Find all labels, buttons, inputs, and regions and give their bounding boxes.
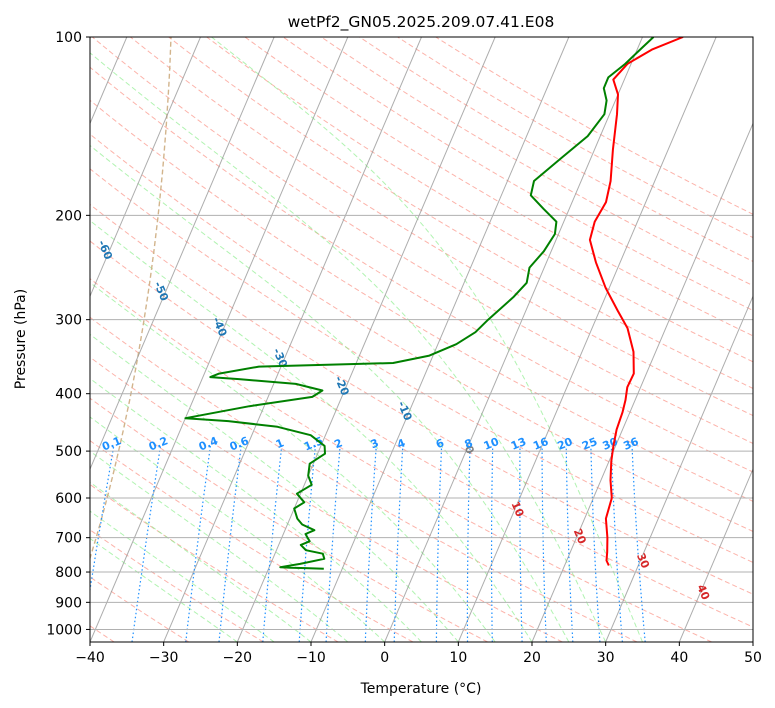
dry-adiabat-line [206,37,753,363]
isotherm-line [384,37,643,642]
dry-adiabat-line [90,66,753,473]
dry-adiabat-line [130,37,753,417]
axes: −40 −30 −20 −10 0 10 20 30 40 50 100 200 300 400 500 60… [46,30,762,666]
isotherm-label: 40 [694,583,712,602]
x-tick-label: 0 [380,650,389,666]
moist-adiabat-line [90,416,386,642]
isotherm-label: 30 [634,551,652,570]
dry-adiabat-line [90,278,712,642]
mixing-ratio-label: 10 [482,435,501,453]
mixing-ratio-label: 2 [332,436,344,451]
mixing-ratio-label: 8 [463,436,475,451]
isotherm-line [163,37,422,642]
moist-adiabat-line [90,52,607,642]
mixing-ratio-label: 36 [621,435,640,453]
isotherm-line [90,37,201,298]
mixing-ratio-line [218,445,242,642]
x-tick-label: 10 [449,650,467,666]
isotherm-line [236,37,496,642]
x-tick-label: 20 [523,650,541,666]
y-tick-label: 500 [55,444,82,460]
y-tick-label: 300 [55,313,82,329]
x-axis-label: Temperature (°C) [360,681,482,697]
isotherm-line [531,122,753,642]
dry-adiabat-line [359,37,753,262]
moist-adiabat-line [211,37,643,642]
mixing-ratio-line [185,445,211,642]
isotherm-line [90,37,349,642]
mixing-ratio-line [541,445,547,642]
y-tick-label: 200 [55,208,82,224]
mixing-ratio-line [262,445,283,642]
dry-adiabat-line [90,203,753,595]
temperature-profile-line [588,37,684,566]
y-tick-label: 1000 [46,622,82,638]
moist-adiabat-line [90,333,459,642]
mixing-ratio-label: 3 [369,436,381,451]
dewpoint-profile-line [184,37,655,570]
mixing-ratio-line [298,445,316,642]
dry-adiabat-line [320,37,753,287]
dry-adiabat-line [244,37,753,337]
mixing-ratio-label: 13 [509,435,528,453]
x-tick-label: −10 [296,650,326,666]
mixing-ratio-line [393,445,404,642]
isotherm-line [90,37,275,471]
mixing-ratio-label: 16 [531,435,550,453]
moist-adiabat-line [90,537,238,642]
lcl-curve [90,37,172,561]
y-axis-label: Pressure (hPa) [13,289,29,389]
x-tick-label: −20 [223,650,253,666]
mixing-ratio-line [490,445,494,642]
y-tick-label: 600 [55,491,82,507]
mixing-ratio-line [590,445,601,642]
dry-adiabat-line [90,168,753,563]
x-tick-label: −40 [75,650,105,666]
dry-adiabat-line [90,440,414,642]
mixing-ratio-line [519,445,523,642]
moist-adiabat-line [90,144,570,642]
isotherm-line [605,295,753,642]
isotherm-label: 10 [509,500,527,519]
mixing-ratio-line [325,445,341,642]
isotherm-label: 20 [571,527,589,546]
y-tick-label: 100 [55,30,82,46]
mixing-ratio-line [131,445,162,642]
dry-adiabat-line [90,240,753,628]
y-tick-label: 800 [55,565,82,581]
mixing-ratio-line [565,445,574,642]
mixing-ratio-label: 20 [555,435,574,453]
mixing-ratio-line [435,445,443,642]
moist-adiabat-line [90,281,496,642]
moist-adiabat-line [90,510,275,642]
moist-adiabat-line [90,220,533,642]
x-tick-label: 50 [744,650,762,666]
isotherm-line [457,37,717,642]
y-tick-label: 900 [55,595,82,611]
x-tick-label: −30 [149,650,179,666]
x-tick-label: 30 [597,650,615,666]
y-tick-label: 700 [55,531,82,547]
moist-adiabat-line [90,377,422,642]
mixing-ratio-label: 1 [274,436,286,451]
dry-adiabat-line [90,529,264,642]
dry-adiabat-line [90,133,753,533]
chart-title: wetPf2_GN05.2025.209.07.41.E08 [288,13,555,32]
mixing-ratio-line [364,445,377,642]
plot-frame [89,36,754,643]
isotherm-line [678,467,753,642]
isotherm-line [310,37,570,642]
mixing-ratio-line [610,445,623,642]
mixing-ratio-label: 25 [580,435,599,453]
mixing-ratio-line [466,445,471,642]
y-tick-label: 400 [55,387,82,403]
mixing-ratio-line [631,445,646,642]
plot-area: -100-90-80-70-60-50-40-30-20-10010203040… [90,37,753,642]
x-tick-label: 40 [670,650,688,666]
